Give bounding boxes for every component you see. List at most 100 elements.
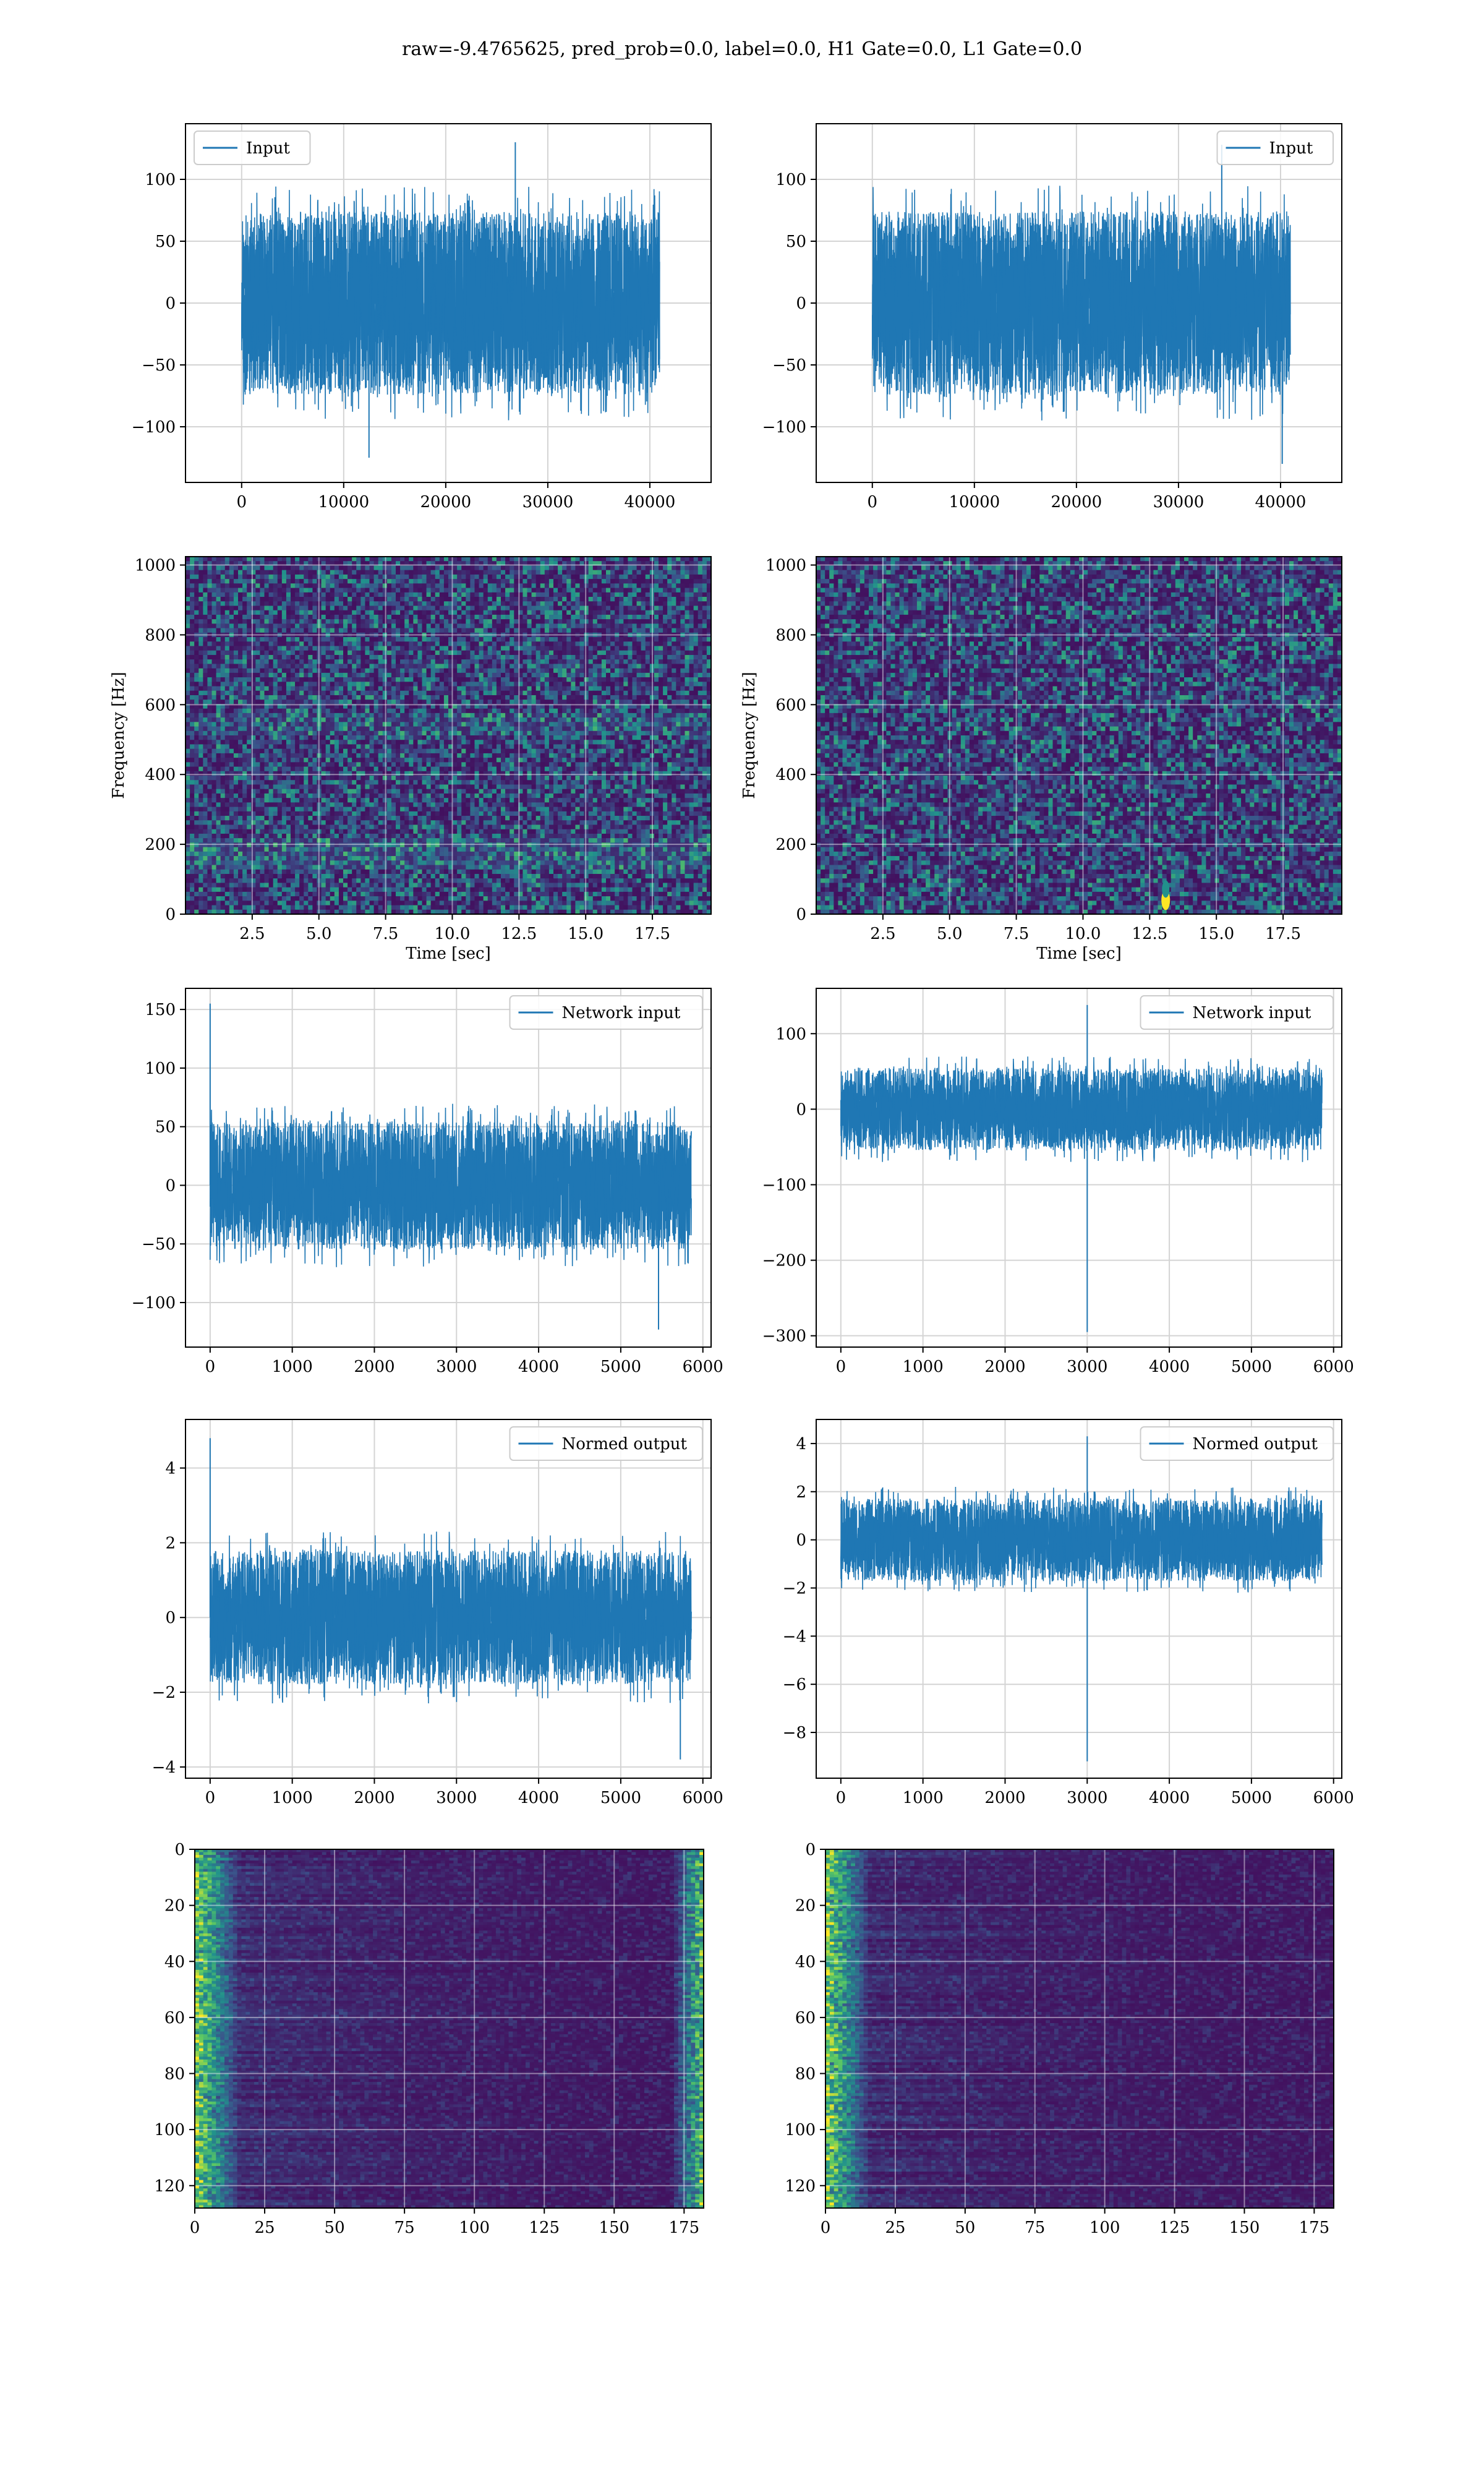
x-tick-label: 4000 — [1149, 1358, 1190, 1376]
series-p1 — [242, 142, 660, 458]
x-tick-label: 12.5 — [1132, 925, 1167, 943]
y-tick-label: −2 — [783, 1579, 806, 1598]
y-tick-label: 0 — [796, 294, 806, 313]
x-tick-label: 3000 — [436, 1358, 477, 1376]
x-tick-label: 2000 — [354, 1789, 394, 1807]
y-tick-label: 800 — [145, 626, 176, 644]
x-tick-label: 5000 — [1231, 1789, 1272, 1807]
plot-p6: 0 1000 2000 3000 4000 5000 6000−300−200−100010… — [762, 988, 1354, 1376]
x-tick-label: 0 — [205, 1358, 216, 1376]
heatmap-cells — [816, 557, 1342, 915]
x-tick-label: 2.5 — [239, 925, 265, 943]
x-tick-label: 30000 — [1153, 493, 1205, 511]
x-tick-label: 10000 — [949, 493, 1000, 511]
x-tick-label: 20000 — [420, 493, 472, 511]
x-tick-label: 15.0 — [1198, 925, 1234, 943]
x-tick-label: 40000 — [625, 493, 676, 511]
x-tick-label: 3000 — [1067, 1358, 1107, 1376]
y-tick-label: 120 — [785, 2177, 816, 2196]
plot-frame — [816, 988, 1342, 1347]
y-tick-label: 400 — [775, 766, 806, 784]
x-tick-label: 100 — [1090, 2219, 1120, 2237]
y-tick-label: −6 — [783, 1676, 806, 1694]
x-tick-label: 6000 — [683, 1358, 723, 1376]
y-tick-label: 2 — [796, 1483, 806, 1502]
y-tick-label: 0 — [174, 1841, 185, 1859]
x-tick-label: 0 — [205, 1789, 216, 1807]
series-line — [872, 186, 1290, 420]
x-tick-label: 125 — [529, 2219, 560, 2237]
x-axis-label: Time [sec] — [406, 944, 491, 963]
x-tick-label: 1000 — [272, 1789, 313, 1807]
plot-p4: 2.5 5.0 7.5 10.0 12.5 15.0 17.5020040060080010… — [740, 557, 1342, 963]
x-tick-label: 5.0 — [306, 925, 331, 943]
y-tick-label: 80 — [795, 2065, 816, 2084]
x-tick-label: 1000 — [903, 1358, 944, 1376]
x-tick-label: 4000 — [518, 1358, 559, 1376]
x-tick-label: 5.0 — [937, 925, 962, 943]
y-tick-label: 0 — [805, 1841, 816, 1859]
x-tick-label: 10.0 — [1065, 925, 1101, 943]
y-tick-label: 4 — [796, 1435, 806, 1453]
plot-p5: 0 1000 2000 3000 4000 5000 6000−100−5005010015… — [132, 988, 723, 1376]
x-tick-label: 3000 — [1067, 1789, 1107, 1807]
y-tick-label: 100 — [145, 171, 176, 189]
x-tick-label: 17.5 — [1265, 925, 1301, 943]
y-axis-label: Frequency [Hz] — [109, 672, 128, 799]
y-tick-label: 20 — [795, 1897, 816, 1915]
x-tick-label: 5000 — [1231, 1358, 1272, 1376]
x-tick-label: 10000 — [318, 493, 369, 511]
y-tick-label: −200 — [762, 1252, 806, 1270]
y-tick-label: 100 — [145, 1059, 176, 1078]
x-tick-label: 7.5 — [1004, 925, 1029, 943]
x-tick-label: 2.5 — [870, 925, 895, 943]
legend-label: Input — [1269, 139, 1313, 158]
x-tick-label: 2000 — [984, 1358, 1025, 1376]
x-tick-label: 2000 — [354, 1358, 394, 1376]
y-tick-label: 0 — [796, 905, 806, 924]
x-tick-label: 25 — [255, 2219, 275, 2237]
series-p6 — [841, 1005, 1322, 1332]
x-tick-label: 175 — [1299, 2219, 1330, 2237]
x-tick-label: 20000 — [1051, 493, 1102, 511]
y-tick-label: −300 — [762, 1327, 806, 1346]
y-tick-label: −4 — [152, 1758, 176, 1777]
legend-label: Normed output — [1193, 1435, 1318, 1453]
y-tick-label: 20 — [164, 1897, 185, 1915]
x-tick-label: 0 — [868, 493, 878, 511]
y-tick-label: 50 — [155, 1118, 176, 1137]
x-tick-label: 1000 — [272, 1358, 313, 1376]
y-tick-label: −100 — [132, 1294, 176, 1312]
x-tick-label: 6000 — [683, 1789, 723, 1807]
y-tick-label: 4 — [165, 1460, 176, 1478]
y-tick-label: 100 — [775, 1025, 806, 1043]
x-tick-label: 10.0 — [435, 925, 471, 943]
x-tick-label: 30000 — [522, 493, 574, 511]
x-tick-label: 0 — [821, 2219, 831, 2237]
y-tick-label: 150 — [145, 1001, 176, 1019]
x-tick-label: 1000 — [903, 1789, 944, 1807]
y-tick-label: 600 — [145, 696, 176, 714]
x-tick-label: 6000 — [1313, 1358, 1354, 1376]
series-p5 — [210, 1004, 691, 1330]
x-tick-label: 175 — [669, 2219, 700, 2237]
x-tick-label: 100 — [459, 2219, 490, 2237]
y-tick-label: −100 — [762, 418, 806, 437]
x-tick-label: 40000 — [1255, 493, 1307, 511]
x-tick-label: 0 — [190, 2219, 200, 2237]
legend-label: Normed output — [562, 1435, 688, 1453]
x-tick-label: 12.5 — [501, 925, 537, 943]
y-tick-label: 0 — [165, 1176, 176, 1195]
y-tick-label: 0 — [796, 1100, 806, 1119]
x-axis-label: Time [sec] — [1036, 944, 1122, 963]
y-tick-label: 1000 — [135, 557, 176, 575]
x-tick-label: 0 — [836, 1789, 846, 1807]
y-tick-label: −4 — [783, 1627, 806, 1646]
plot-p3: 2.5 5.0 7.5 10.0 12.5 15.0 17.5020040060080010… — [109, 557, 712, 963]
